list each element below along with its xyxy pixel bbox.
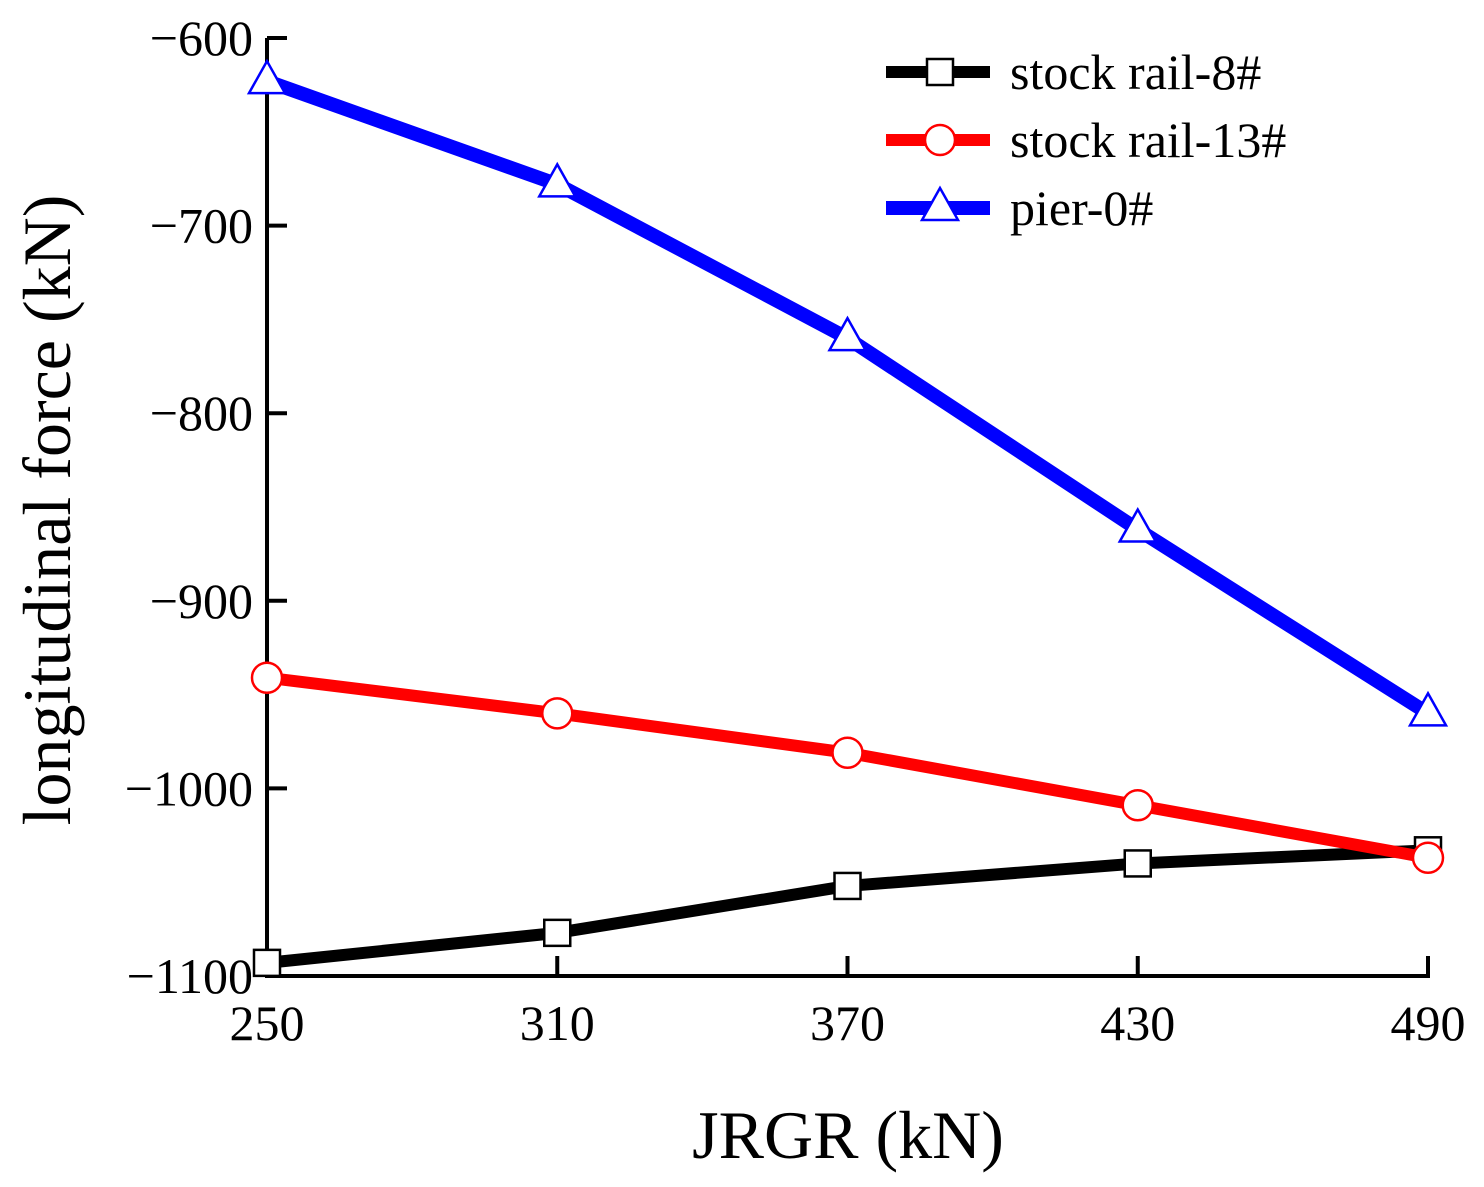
legend-label: pier-0# <box>1010 180 1153 236</box>
data-point <box>1407 690 1449 727</box>
legend-marker <box>919 185 961 222</box>
x-tick-label: 370 <box>810 995 885 1051</box>
series-circle <box>250 661 1445 875</box>
data-point <box>1411 841 1445 875</box>
x-tick-label: 310 <box>520 995 595 1051</box>
data-point <box>1123 849 1152 878</box>
data-point <box>252 948 282 978</box>
series-line <box>264 74 1432 720</box>
y-tick-label: −600 <box>150 10 253 66</box>
series-layer <box>246 58 1449 978</box>
legend-item: stock rail-13# <box>886 112 1286 168</box>
x-tick-label: 490 <box>1391 995 1466 1051</box>
y-tick-label: −700 <box>150 198 253 254</box>
data-point <box>1117 506 1158 543</box>
legend-label: stock rail-8# <box>1010 44 1261 100</box>
data-point <box>1121 789 1154 822</box>
data-point <box>833 871 862 901</box>
series-line <box>266 844 1429 969</box>
legend-label: stock rail-13# <box>1010 112 1286 168</box>
legend-item: pier-0# <box>886 180 1153 236</box>
legend-marker <box>923 123 957 157</box>
y-tick-label: −1100 <box>127 948 253 1004</box>
data-point <box>541 697 574 730</box>
series-square <box>252 836 1443 978</box>
legend-item: stock rail-8# <box>886 44 1261 100</box>
data-point <box>537 161 578 198</box>
y-axis-title: longitudinal force (kN) <box>9 195 85 826</box>
legend-marker <box>925 57 955 87</box>
series-triangle <box>246 58 1449 727</box>
y-tick-label: −1000 <box>125 760 253 816</box>
y-tick-label: −800 <box>150 385 253 441</box>
data-point <box>246 58 288 95</box>
data-point <box>543 918 572 948</box>
x-tick-label: 250 <box>230 995 305 1051</box>
y-tick-label: −900 <box>150 573 253 629</box>
legend: stock rail-8# stock rail-13# pier-0# <box>886 44 1286 236</box>
x-axis-title: JRGR (kN) <box>692 1097 1004 1173</box>
data-point <box>250 661 284 694</box>
data-point <box>827 315 868 352</box>
data-point <box>831 736 864 770</box>
x-tick-label: 430 <box>1100 995 1175 1051</box>
